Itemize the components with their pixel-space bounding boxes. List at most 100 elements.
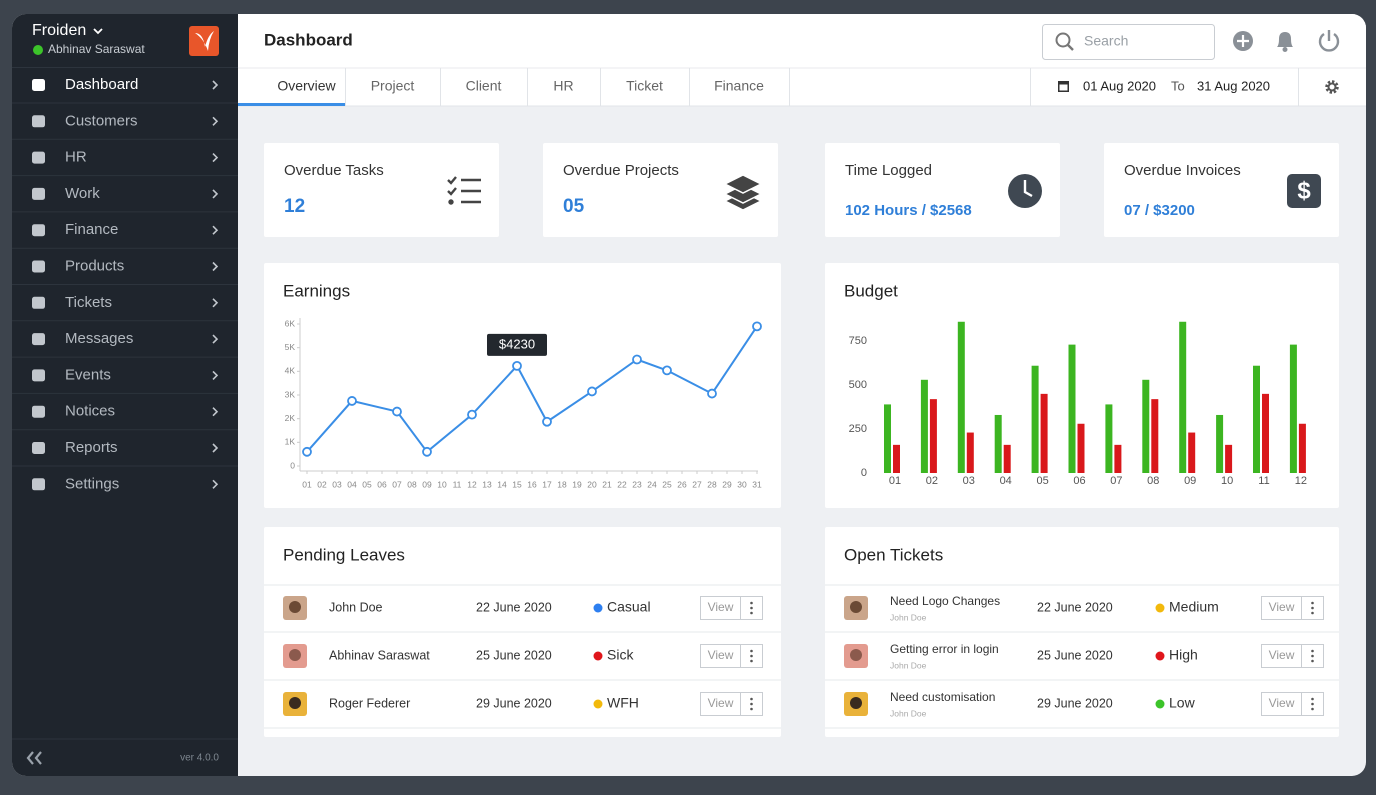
notifications-button[interactable] bbox=[1277, 32, 1293, 47]
tabs: Overview Project Client HR Ticket Finance bbox=[238, 68, 790, 106]
x-tick-label: 22 bbox=[617, 479, 627, 489]
earnings-point[interactable] bbox=[662, 365, 672, 376]
x-tick-label: 28 bbox=[707, 479, 717, 489]
budget-bar[interactable] bbox=[929, 399, 937, 473]
menu-item[interactable] bbox=[12, 140, 238, 176]
more-icon bbox=[750, 659, 753, 663]
budget-bar[interactable] bbox=[966, 432, 974, 473]
budget-bar[interactable] bbox=[893, 444, 900, 473]
version: ver 4.0.0 bbox=[180, 753, 219, 764]
earnings-point[interactable] bbox=[542, 416, 552, 427]
menu-icon bbox=[32, 260, 45, 273]
menu-label: HR bbox=[65, 149, 87, 166]
more-icon bbox=[1311, 649, 1314, 653]
earnings-point[interactable] bbox=[707, 388, 717, 399]
menu-item[interactable] bbox=[12, 212, 238, 248]
tab-label: Overview bbox=[277, 78, 336, 94]
more-icon bbox=[1311, 702, 1314, 706]
earnings-point[interactable] bbox=[632, 354, 642, 365]
y-tick-label: 2K bbox=[285, 413, 296, 423]
budget-bar[interactable] bbox=[1105, 404, 1113, 473]
employee-name: Abhinav Saraswat bbox=[329, 648, 430, 662]
menu-item[interactable] bbox=[12, 357, 238, 393]
budget-bar[interactable] bbox=[1289, 344, 1297, 473]
date-to[interactable]: 31 Aug 2020 bbox=[1197, 78, 1270, 93]
status-label: WFH bbox=[607, 695, 639, 711]
budget-bar[interactable] bbox=[1114, 444, 1122, 473]
earnings-point[interactable] bbox=[752, 321, 762, 332]
menu-item[interactable] bbox=[12, 285, 238, 321]
page-title: Dashboard bbox=[264, 30, 353, 49]
collapse-button[interactable] bbox=[26, 751, 42, 765]
clock-hands bbox=[1023, 180, 1033, 198]
calendar-icon bbox=[1059, 84, 1068, 91]
budget-bar[interactable] bbox=[1003, 444, 1011, 473]
menu-icon bbox=[32, 369, 45, 382]
menu-item[interactable] bbox=[12, 249, 238, 285]
budget-bar[interactable] bbox=[1031, 365, 1039, 473]
view-label: View bbox=[1269, 696, 1295, 710]
menu-item[interactable] bbox=[12, 394, 238, 430]
y-tick-label: 1K bbox=[285, 437, 296, 447]
budget-bar[interactable] bbox=[994, 414, 1002, 473]
x-tick-label: 18 bbox=[557, 479, 567, 489]
brand[interactable]: Froiden bbox=[32, 22, 86, 39]
x-tick-label: 09 bbox=[1184, 475, 1196, 487]
avatar-face bbox=[850, 601, 862, 613]
earnings-point[interactable] bbox=[587, 386, 597, 397]
menu-item[interactable] bbox=[12, 466, 238, 502]
budget-bar[interactable] bbox=[1225, 444, 1233, 473]
add-icon bbox=[1237, 35, 1249, 47]
budget-bar[interactable] bbox=[1151, 399, 1159, 473]
ticket-author: John Doe bbox=[890, 708, 927, 718]
budget-bar[interactable] bbox=[1142, 379, 1150, 473]
budget-bar[interactable] bbox=[1077, 423, 1085, 473]
earnings-point[interactable] bbox=[302, 446, 312, 457]
y-tick-label: 0 bbox=[861, 467, 867, 479]
budget-bar[interactable] bbox=[1262, 393, 1269, 473]
more-icon bbox=[1311, 697, 1314, 701]
row-date: 22 June 2020 bbox=[476, 600, 552, 614]
budget-bar[interactable] bbox=[1253, 365, 1260, 473]
earnings-point[interactable] bbox=[347, 396, 357, 406]
budget-bar[interactable] bbox=[1188, 432, 1196, 473]
row-date: 29 June 2020 bbox=[1037, 696, 1113, 710]
budget-bar[interactable] bbox=[957, 321, 965, 473]
more-icon bbox=[1311, 654, 1314, 658]
budget-bar[interactable] bbox=[1298, 423, 1306, 473]
date-from[interactable]: 01 Aug 2020 bbox=[1083, 78, 1156, 93]
earnings-point[interactable] bbox=[512, 360, 522, 371]
menu-label: Notices bbox=[65, 403, 115, 420]
avatar-face bbox=[289, 601, 301, 613]
budget-bar[interactable] bbox=[1040, 393, 1048, 473]
earnings-point[interactable] bbox=[467, 409, 477, 420]
status-dot bbox=[593, 603, 603, 613]
budget-bar[interactable] bbox=[1216, 414, 1224, 473]
settings-button[interactable] bbox=[1325, 80, 1339, 94]
status-label: Casual bbox=[607, 599, 651, 615]
power-button[interactable] bbox=[1318, 33, 1340, 52]
status-dot bbox=[1155, 603, 1165, 613]
card bbox=[1104, 143, 1339, 237]
earnings-point[interactable] bbox=[422, 446, 432, 457]
view-label: View bbox=[708, 648, 734, 662]
earnings-point[interactable] bbox=[392, 406, 402, 417]
menu-item[interactable] bbox=[12, 176, 238, 212]
budget-bar[interactable] bbox=[884, 404, 891, 473]
ticket-author: John Doe bbox=[890, 612, 927, 622]
menu-chevron bbox=[212, 80, 219, 90]
card bbox=[543, 143, 778, 237]
budget-bar[interactable] bbox=[1068, 344, 1076, 473]
menu-chevron bbox=[212, 479, 219, 489]
x-tick-label: 04 bbox=[347, 479, 357, 489]
x-tick-label: 07 bbox=[392, 479, 402, 489]
menu-chevron bbox=[212, 443, 219, 453]
budget-chart: Budget 0 250 500 750 01 02 03 04 05 06 07 08 09 10 11 12 bbox=[844, 281, 1307, 486]
user-name: Abhinav Saraswat bbox=[48, 42, 145, 56]
menu-label: Customers bbox=[65, 112, 138, 129]
budget-bar[interactable] bbox=[920, 379, 928, 473]
menu-label: Work bbox=[65, 185, 100, 202]
search-box[interactable] bbox=[1042, 24, 1215, 60]
budget-bar[interactable] bbox=[1179, 321, 1187, 473]
menu-item[interactable] bbox=[12, 430, 238, 466]
